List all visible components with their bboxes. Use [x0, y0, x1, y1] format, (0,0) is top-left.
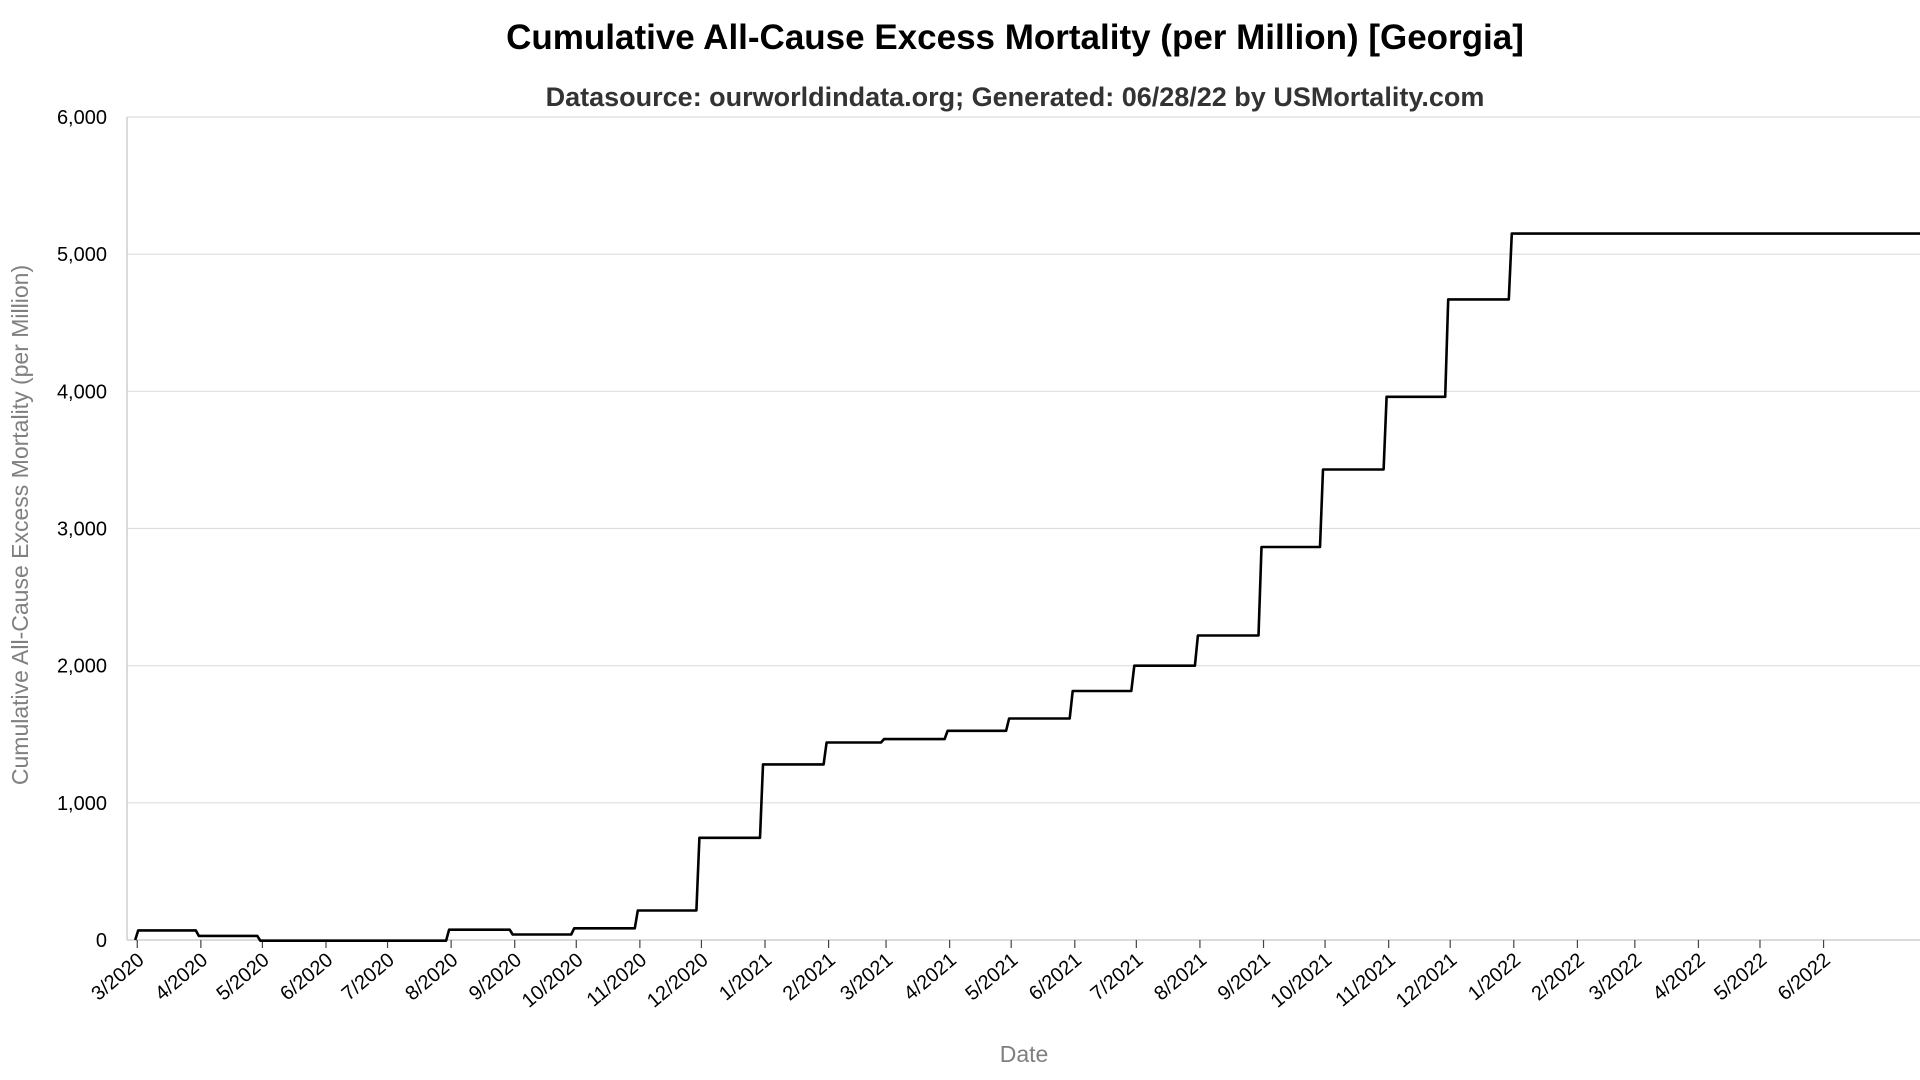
- x-tick-label: 5/2021: [961, 949, 1022, 1005]
- x-tick-label: 7/2021: [1087, 949, 1148, 1005]
- y-tick-label: 6,000: [57, 107, 107, 129]
- x-tick-label: 3/2021: [836, 949, 897, 1005]
- series-layer: [133, 232, 1920, 942]
- x-tick-label: 2/2022: [1528, 949, 1589, 1005]
- x-tick-label: 5/2020: [213, 949, 274, 1005]
- x-tick-label: 3/2020: [87, 949, 148, 1005]
- x-tick-label: 11/2021: [1331, 949, 1399, 1011]
- x-tick-label: 2/2021: [779, 949, 840, 1005]
- x-tick-label: 6/2021: [1025, 949, 1086, 1005]
- x-tick-label: 8/2021: [1150, 949, 1211, 1005]
- x-tick-label: 12/2020: [643, 949, 713, 1012]
- x-axis-title: Date: [1000, 1041, 1049, 1067]
- x-tick-label: 1/2021: [715, 949, 776, 1005]
- x-tick-label: 4/2022: [1649, 949, 1710, 1005]
- x-tick-label: 7/2020: [338, 949, 399, 1005]
- excess-mortality-line: [133, 232, 1920, 942]
- x-tick-label: 8/2020: [401, 949, 462, 1005]
- x-tick-label: 10/2021: [1267, 949, 1337, 1012]
- y-tick-label: 4,000: [57, 381, 107, 403]
- x-tick-label: 10/2020: [518, 949, 588, 1012]
- y-tick-label: 0: [96, 930, 107, 952]
- x-tick-label: 4/2020: [151, 949, 212, 1005]
- x-tick-label: 6/2022: [1774, 949, 1835, 1005]
- x-tick-label: 9/2021: [1214, 949, 1275, 1005]
- x-tick-label: 4/2021: [900, 949, 961, 1005]
- grid-lines: [127, 116, 1920, 804]
- y-tick-label: 5,000: [57, 244, 107, 266]
- chart-subtitle: Datasource: ourworldindata.org; Generate…: [546, 82, 1485, 112]
- x-tick-label: 6/2020: [276, 949, 337, 1005]
- x-tick-label: 12/2021: [1392, 949, 1462, 1012]
- x-tick-label: 3/2022: [1585, 949, 1646, 1005]
- chart-title: Cumulative All-Cause Excess Mortality (p…: [506, 18, 1524, 57]
- y-axis-title: Cumulative All-Cause Excess Mortality (p…: [7, 265, 33, 785]
- y-tick-label: 2,000: [57, 656, 107, 678]
- x-tick-label: 9/2020: [465, 949, 526, 1005]
- x-tick-label: 11/2020: [583, 949, 651, 1011]
- x-tick-label: 5/2022: [1710, 949, 1771, 1005]
- y-tick-label: 3,000: [57, 519, 107, 541]
- x-tick-label: 1/2022: [1464, 949, 1525, 1005]
- y-tick-label: 1,000: [57, 793, 107, 815]
